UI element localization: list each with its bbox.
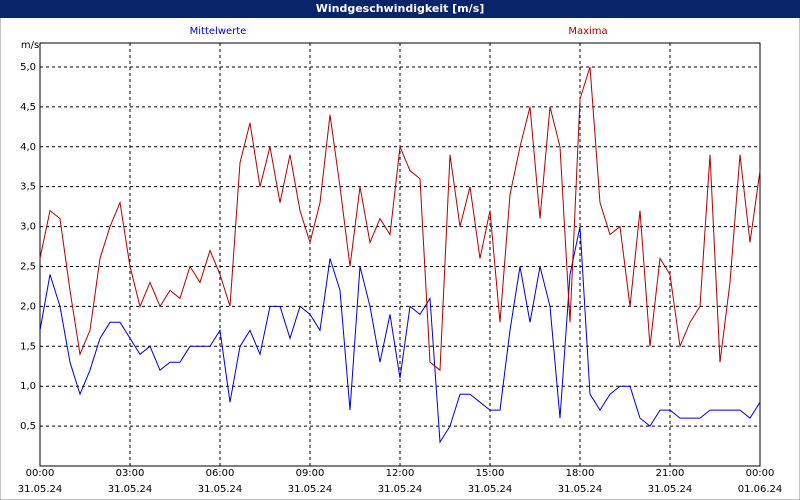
x-tick-label: 09:00	[296, 468, 325, 479]
y-tick-label: 0,5	[20, 421, 36, 432]
legend-label: Mittelwerte	[190, 26, 247, 37]
x-tick-date: 31.05.24	[468, 484, 513, 495]
x-tick-date: 31.05.24	[108, 484, 153, 495]
y-tick-label: 1,0	[20, 381, 36, 392]
x-tick-label: 03:00	[116, 468, 145, 479]
y-tick-label: 2,5	[20, 261, 36, 272]
y-tick-label: 2,0	[20, 301, 36, 312]
x-tick-label: 12:00	[386, 468, 415, 479]
y-tick-label: 5,0	[20, 62, 36, 73]
x-tick-label: 21:00	[656, 468, 685, 479]
y-tick-label: 3,0	[20, 222, 36, 233]
y-tick-label: 4,5	[20, 102, 36, 113]
y-tick-label: 4,0	[20, 142, 36, 153]
x-tick-date: 31.05.24	[558, 484, 603, 495]
x-tick-date: 31.05.24	[288, 484, 333, 495]
data-line	[39, 226, 761, 444]
chart-title: Windgeschwindigkeit [m/s]	[316, 2, 485, 15]
x-tick-label: 18:00	[566, 468, 595, 479]
x-tick-date: 31.05.24	[648, 484, 693, 495]
y-tick-label: 3,5	[20, 182, 36, 193]
title-bar	[0, 0, 800, 18]
x-tick-date: 31.05.24	[378, 484, 423, 495]
x-tick-date: 31.05.24	[198, 484, 243, 495]
x-tick-date: 01.06.24	[738, 484, 783, 495]
x-tick-label: 00:00	[26, 468, 55, 479]
x-tick-date: 31.05.24	[18, 484, 63, 495]
legend-label: Maxima	[568, 26, 607, 37]
x-tick-label: 00:00	[746, 468, 775, 479]
x-tick-label: 15:00	[476, 468, 505, 479]
x-tick-label: 06:00	[206, 468, 235, 479]
y-tick-label: 1,5	[20, 341, 36, 352]
data-line	[39, 66, 761, 372]
y-axis-label: m/s	[21, 40, 39, 51]
